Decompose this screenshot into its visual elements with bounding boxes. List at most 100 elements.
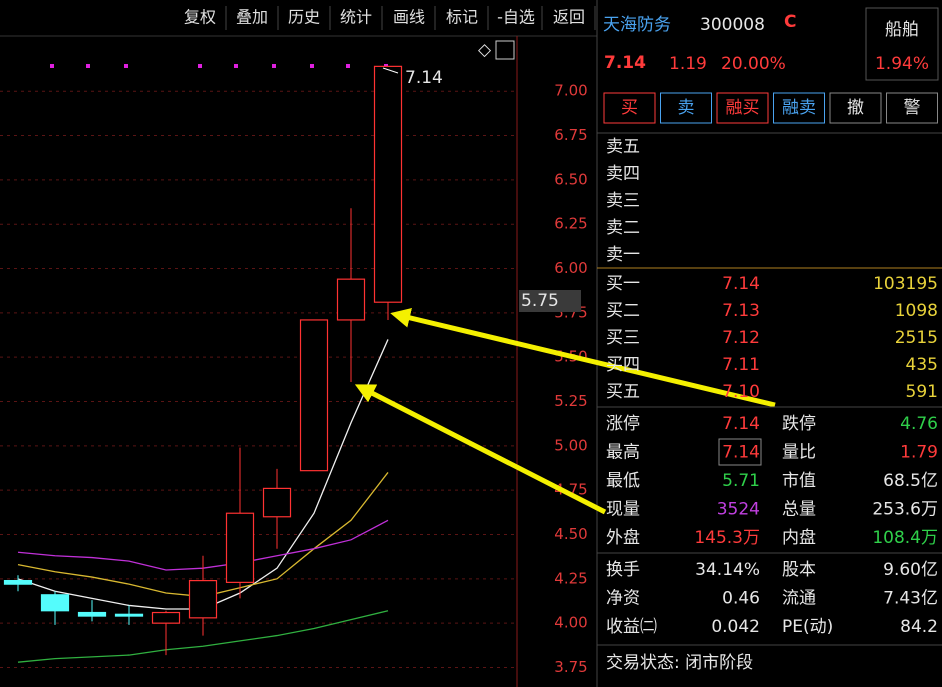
- y-tick-label: 5.25: [554, 392, 587, 410]
- ask-label: 卖一: [606, 245, 640, 265]
- bid-label: 买二: [606, 301, 640, 321]
- candle-body: [336, 278, 366, 321]
- change: 1.19: [669, 54, 707, 74]
- stat-value: 84.2: [900, 617, 938, 637]
- toolbar-item[interactable]: 历史: [288, 8, 320, 27]
- toolbar-item[interactable]: 统计: [340, 8, 372, 27]
- ask-label: 卖四: [606, 164, 640, 184]
- stat-value: 0.042: [711, 617, 760, 637]
- stat-label: 市值: [782, 471, 816, 491]
- signal-dot: [234, 64, 238, 68]
- stat-label: 净资: [606, 589, 640, 609]
- y-tick-label: 6.75: [554, 126, 587, 144]
- stat-value: 68.5亿: [883, 471, 938, 491]
- stat-value: 34.14%: [695, 560, 760, 580]
- signal-dot: [124, 64, 128, 68]
- trade-button[interactable]: [603, 92, 656, 124]
- sector: 船舶: [885, 20, 919, 40]
- toolbar-item[interactable]: 叠加: [236, 8, 268, 27]
- stat-value: 7.43亿: [883, 589, 938, 609]
- cursor-label: 5.75: [521, 291, 559, 311]
- trade-button[interactable]: [886, 92, 938, 124]
- bid-label: 买一: [606, 274, 640, 294]
- stock-name: 天海防务: [603, 15, 671, 35]
- candle-body: [40, 594, 70, 612]
- y-tick-label: 3.75: [554, 658, 587, 676]
- arrow: [354, 384, 607, 515]
- arrow: [390, 308, 776, 408]
- stat-value: 7.14: [722, 443, 760, 463]
- bid-volume: 1098: [895, 301, 938, 321]
- signal-dot: [272, 64, 276, 68]
- cursor-box: [519, 290, 581, 312]
- stat-label: 跌停: [782, 414, 816, 434]
- stat-value: 9.60亿: [883, 560, 938, 580]
- candle-body: [151, 611, 181, 624]
- y-tick-label: 4.50: [554, 525, 587, 543]
- stat-value: 3524: [717, 500, 760, 520]
- stat-value: 0.46: [722, 589, 760, 609]
- bid-volume: 435: [906, 355, 938, 375]
- trade-button[interactable]: [829, 92, 882, 124]
- percent: 20.00%: [721, 54, 786, 74]
- candle-body: [299, 319, 329, 472]
- bid-price: 7.13: [722, 301, 760, 321]
- toolbar-item[interactable]: -自选: [497, 8, 535, 27]
- signal-dot: [310, 64, 314, 68]
- status: 交易状态: 闭市阶段: [606, 653, 753, 673]
- ask-label: 卖五: [606, 137, 640, 157]
- moving-average: [17, 610, 389, 663]
- bid-price: 7.12: [722, 328, 760, 348]
- signal-dot: [346, 64, 350, 68]
- stat-value: 4.76: [900, 414, 938, 434]
- stat-label: 最高: [606, 443, 640, 463]
- ask-label: 卖三: [606, 191, 640, 211]
- bid-price: 7.10: [722, 382, 760, 402]
- y-tick-label: 4.75: [554, 481, 587, 499]
- candle-body: [373, 65, 403, 303]
- y-tick-label: 7.00: [554, 82, 587, 100]
- toolbar-item[interactable]: 画线: [393, 8, 425, 27]
- toolbar-item[interactable]: 复权: [184, 8, 216, 27]
- stat-label: 换手: [606, 560, 640, 580]
- sector-box[interactable]: [865, 7, 939, 81]
- stat-label: PE(动): [782, 617, 833, 637]
- stat-label: 股本: [782, 560, 816, 580]
- signal-dot: [50, 64, 54, 68]
- stat-label: 总量: [782, 500, 816, 520]
- ask-label: 卖二: [606, 218, 640, 238]
- stat-label: 最低: [606, 471, 640, 491]
- icon[interactable]: [495, 40, 515, 60]
- stat-value: 108.4万: [872, 528, 938, 548]
- candle-body: [225, 512, 255, 583]
- icon[interactable]: ◇: [478, 40, 492, 60]
- trade-button[interactable]: [716, 92, 769, 124]
- bid-volume: 2515: [895, 328, 938, 348]
- trade-button-label: 买: [621, 98, 638, 118]
- trade-button-label: 警: [904, 98, 921, 118]
- highlight-box: [718, 438, 762, 466]
- toolbar-item[interactable]: 返回: [553, 8, 585, 27]
- bid-volume: 103195: [873, 274, 938, 294]
- stat-label: 现量: [606, 500, 640, 520]
- candle-body: [114, 613, 144, 617]
- bid-volume: 591: [906, 382, 938, 402]
- trade-button-label: 融卖: [782, 98, 816, 118]
- bid-price: 7.11: [722, 355, 760, 375]
- candle-body: [77, 611, 107, 617]
- candle-body: [262, 487, 292, 518]
- candle-body: [3, 580, 33, 585]
- trade-button[interactable]: [660, 92, 712, 124]
- y-tick-label: 4.25: [554, 569, 587, 587]
- trade-button[interactable]: [773, 92, 825, 124]
- stat-value: 145.3万: [694, 528, 760, 548]
- toolbar-item[interactable]: 标记: [446, 8, 478, 27]
- bid-label: 买三: [606, 328, 640, 348]
- high-pointer: [382, 67, 399, 74]
- trade-button-label: 卖: [678, 98, 695, 118]
- bid-label: 买四: [606, 355, 640, 375]
- price: 7.14: [604, 53, 646, 73]
- stat-value: 7.14: [722, 414, 760, 434]
